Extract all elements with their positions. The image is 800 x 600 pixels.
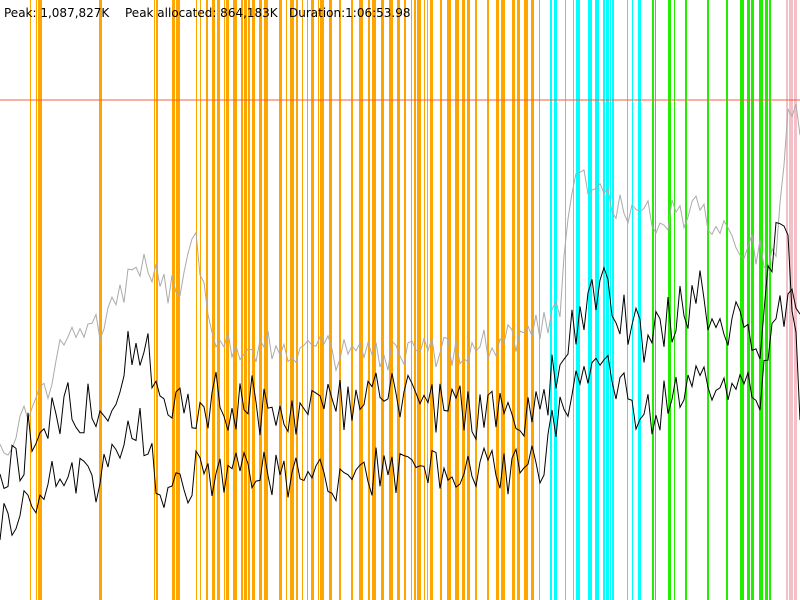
event-stripe xyxy=(496,0,499,600)
event-stripe xyxy=(351,0,353,600)
event-stripe xyxy=(397,0,400,600)
event-stripe xyxy=(517,0,520,600)
event-stripe xyxy=(531,0,534,600)
event-stripe xyxy=(424,0,425,600)
event-stripe xyxy=(206,0,208,600)
event-stripe xyxy=(30,0,31,600)
event-stripe xyxy=(726,0,728,600)
event-stripe xyxy=(212,0,215,600)
event-stripe xyxy=(487,0,489,600)
event-stripe xyxy=(539,0,540,600)
event-stripe xyxy=(606,0,609,600)
event-stripe xyxy=(455,0,459,600)
event-stripe xyxy=(652,0,654,600)
event-stripe xyxy=(200,0,201,600)
event-stripe xyxy=(224,0,225,600)
event-stripe xyxy=(674,0,675,600)
event-stripe xyxy=(264,0,268,600)
used-memory-line xyxy=(0,288,800,541)
event-stripe xyxy=(196,0,197,600)
event-stripe xyxy=(279,0,282,600)
event-stripe xyxy=(612,0,614,600)
event-stripe xyxy=(176,0,180,600)
event-stripe xyxy=(668,0,671,600)
event-stripe xyxy=(765,0,768,600)
event-stripe xyxy=(339,0,341,600)
event-stripe xyxy=(524,0,528,600)
event-stripe xyxy=(475,0,477,600)
event-stripe xyxy=(99,0,102,600)
event-stripe xyxy=(751,0,754,600)
event-stripe xyxy=(794,0,797,600)
event-stripe xyxy=(467,0,470,600)
event-stripe xyxy=(154,0,155,600)
duration-label: Duration:1:06:53.98 xyxy=(289,6,411,20)
event-stripe xyxy=(440,0,442,600)
event-stripe xyxy=(707,0,709,600)
event-stripe xyxy=(550,0,552,600)
event-stripe xyxy=(417,0,421,600)
peak-allocated-label: Peak allocated: 864,183K xyxy=(125,6,279,20)
event-stripe xyxy=(576,0,580,600)
event-stripe xyxy=(447,0,451,600)
event-stripe xyxy=(747,0,750,600)
event-stripe xyxy=(573,0,574,600)
event-stripe xyxy=(603,0,605,600)
event-stripe xyxy=(318,0,319,600)
event-stripe xyxy=(259,0,262,600)
event-stripe xyxy=(565,0,566,600)
event-stripe xyxy=(233,0,237,600)
peak-label: Peak: 1,087,827K xyxy=(4,6,110,20)
event-stripe xyxy=(329,0,332,600)
event-stripe xyxy=(389,0,393,600)
event-stripe xyxy=(381,0,384,600)
memory-lines xyxy=(0,104,800,541)
event-stripe xyxy=(248,0,250,600)
event-stripe xyxy=(588,0,592,600)
event-stripe xyxy=(462,0,465,600)
event-stripe xyxy=(632,0,633,600)
event-stripe xyxy=(769,0,771,600)
event-stripe xyxy=(38,0,42,600)
event-stripe xyxy=(411,0,412,600)
event-stripe xyxy=(359,0,363,600)
event-stripe xyxy=(740,0,744,600)
event-stripe xyxy=(512,0,515,600)
event-stripe xyxy=(290,0,294,600)
event-stripe xyxy=(372,0,376,600)
event-stripe xyxy=(427,0,428,600)
event-stripe xyxy=(759,0,763,600)
event-stripe xyxy=(241,0,243,600)
event-stripe xyxy=(501,0,505,600)
event-stripe xyxy=(638,0,641,600)
event-stripe xyxy=(302,0,303,600)
event-stripe xyxy=(404,0,406,600)
event-stripe xyxy=(36,0,37,600)
event-stripe xyxy=(252,0,255,600)
event-stripe xyxy=(156,0,158,600)
event-stripe xyxy=(296,0,298,600)
event-stripe xyxy=(655,0,656,600)
event-stripe xyxy=(414,0,416,600)
allocated-memory-line xyxy=(0,221,800,490)
event-stripe xyxy=(244,0,247,600)
event-stripe xyxy=(311,0,314,600)
event-stripe xyxy=(627,0,628,600)
event-stripe xyxy=(554,0,557,600)
total-memory-line xyxy=(0,104,800,456)
event-stripe xyxy=(172,0,175,600)
event-stripe xyxy=(226,0,229,600)
event-stripe xyxy=(320,0,324,600)
event-stripes xyxy=(30,0,797,600)
event-stripe xyxy=(685,0,687,600)
event-stripe xyxy=(368,0,370,600)
event-stripe xyxy=(307,0,308,600)
event-stripe xyxy=(430,0,433,600)
event-stripe xyxy=(217,0,220,600)
event-stripe xyxy=(286,0,287,600)
